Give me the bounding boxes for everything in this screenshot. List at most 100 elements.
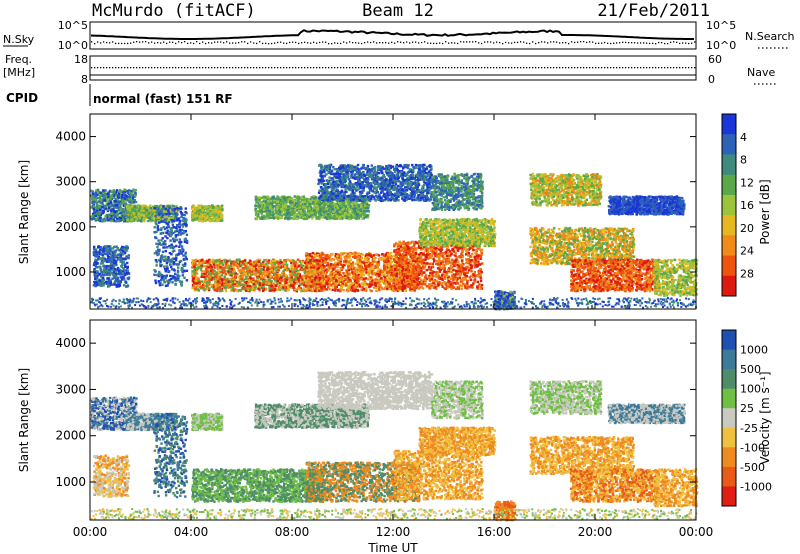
echo-point (90, 190, 92, 192)
nsearch-point (94, 43, 95, 44)
echo-point (184, 262, 186, 264)
nave-point (664, 67, 665, 68)
echo-point (160, 232, 162, 234)
echo-point (117, 200, 119, 202)
echo-point (160, 210, 162, 212)
echo-point (172, 250, 174, 252)
echo-point (116, 218, 118, 220)
echo-point (255, 268, 257, 270)
nsearch-point (241, 41, 242, 42)
echo-point (111, 190, 113, 192)
echo-point (95, 200, 97, 202)
echo-point (169, 239, 171, 241)
echo-point (196, 273, 198, 275)
echo-point (265, 259, 267, 261)
echo-point (129, 206, 131, 208)
echo-point (213, 278, 215, 280)
nave-point (100, 67, 101, 68)
nave-bottom-tick: 0 (708, 73, 715, 86)
nsearch-point (403, 42, 404, 43)
echo-point (124, 249, 126, 251)
nave-point (259, 67, 260, 68)
nsearch-point (496, 42, 497, 43)
echo-point (100, 246, 102, 248)
echo-point (110, 201, 112, 203)
nave-point (289, 67, 290, 68)
echo-point (247, 283, 249, 285)
echo-point (230, 273, 232, 275)
echo-point (174, 278, 176, 280)
echo-point (112, 274, 114, 276)
echo-point (109, 279, 111, 281)
echo-point (208, 279, 210, 281)
echo-point (112, 204, 114, 206)
echo-point (218, 274, 220, 276)
echo-point (114, 200, 116, 202)
echo-point (209, 276, 211, 278)
nsearch-series (91, 41, 695, 44)
nsearch-point (220, 41, 221, 42)
nave-point (208, 67, 209, 68)
nave-point (454, 67, 455, 68)
echo-point (245, 262, 247, 264)
echo-point (296, 283, 298, 285)
echo-point (99, 195, 101, 197)
echo-point (127, 277, 129, 279)
echo-point (168, 213, 170, 215)
echo-point (215, 288, 217, 290)
echo-point (146, 209, 148, 211)
echo-point (115, 255, 117, 257)
nsearch-point (658, 42, 659, 43)
nsearch-point (337, 43, 338, 44)
echo-point (183, 231, 185, 233)
echo-point (172, 205, 174, 207)
echo-point (275, 270, 277, 272)
nave-point (523, 67, 524, 68)
nsearch-point (352, 42, 353, 43)
echo-point (103, 260, 105, 262)
echo-point (102, 262, 104, 264)
echo-point (214, 273, 216, 275)
nave-point (382, 67, 383, 68)
echo-point (291, 281, 293, 283)
nave-point (460, 67, 461, 68)
nave-point (331, 67, 332, 68)
nsearch-point (628, 42, 629, 43)
nave-point (154, 67, 155, 68)
echo-point (120, 251, 122, 253)
nsearch-point (160, 42, 161, 43)
echo-point (126, 285, 128, 287)
nave-point (295, 67, 296, 68)
echo-point (274, 260, 276, 262)
echo-point (131, 210, 133, 212)
echo-point (111, 220, 113, 222)
echo-point (249, 285, 251, 287)
nave-point (217, 67, 218, 68)
nave-point (550, 67, 551, 68)
nsearch-point (91, 41, 92, 42)
nave-point (457, 67, 458, 68)
echo-point (303, 277, 305, 279)
nsearch-point (664, 43, 665, 44)
echo-point (136, 217, 138, 219)
nsearch-point (421, 42, 422, 43)
nave-point (646, 67, 647, 68)
echo-point (194, 210, 196, 212)
echo-point (239, 289, 241, 291)
echo-point (106, 261, 108, 263)
echo-point (150, 207, 152, 209)
nave-label: Nave (747, 66, 775, 79)
echo-point (193, 275, 195, 277)
echo-point (265, 282, 267, 284)
nave-point (244, 67, 245, 68)
nsearch-point (283, 43, 284, 44)
echo-point (120, 202, 122, 204)
nave-point (418, 67, 419, 68)
nsearch-point (322, 41, 323, 42)
nsearch-point (334, 42, 335, 43)
nsearch-point (652, 43, 653, 44)
echo-point (271, 263, 273, 265)
nave-point (475, 67, 476, 68)
echo-point (272, 287, 274, 289)
nsearch-point (553, 41, 554, 42)
